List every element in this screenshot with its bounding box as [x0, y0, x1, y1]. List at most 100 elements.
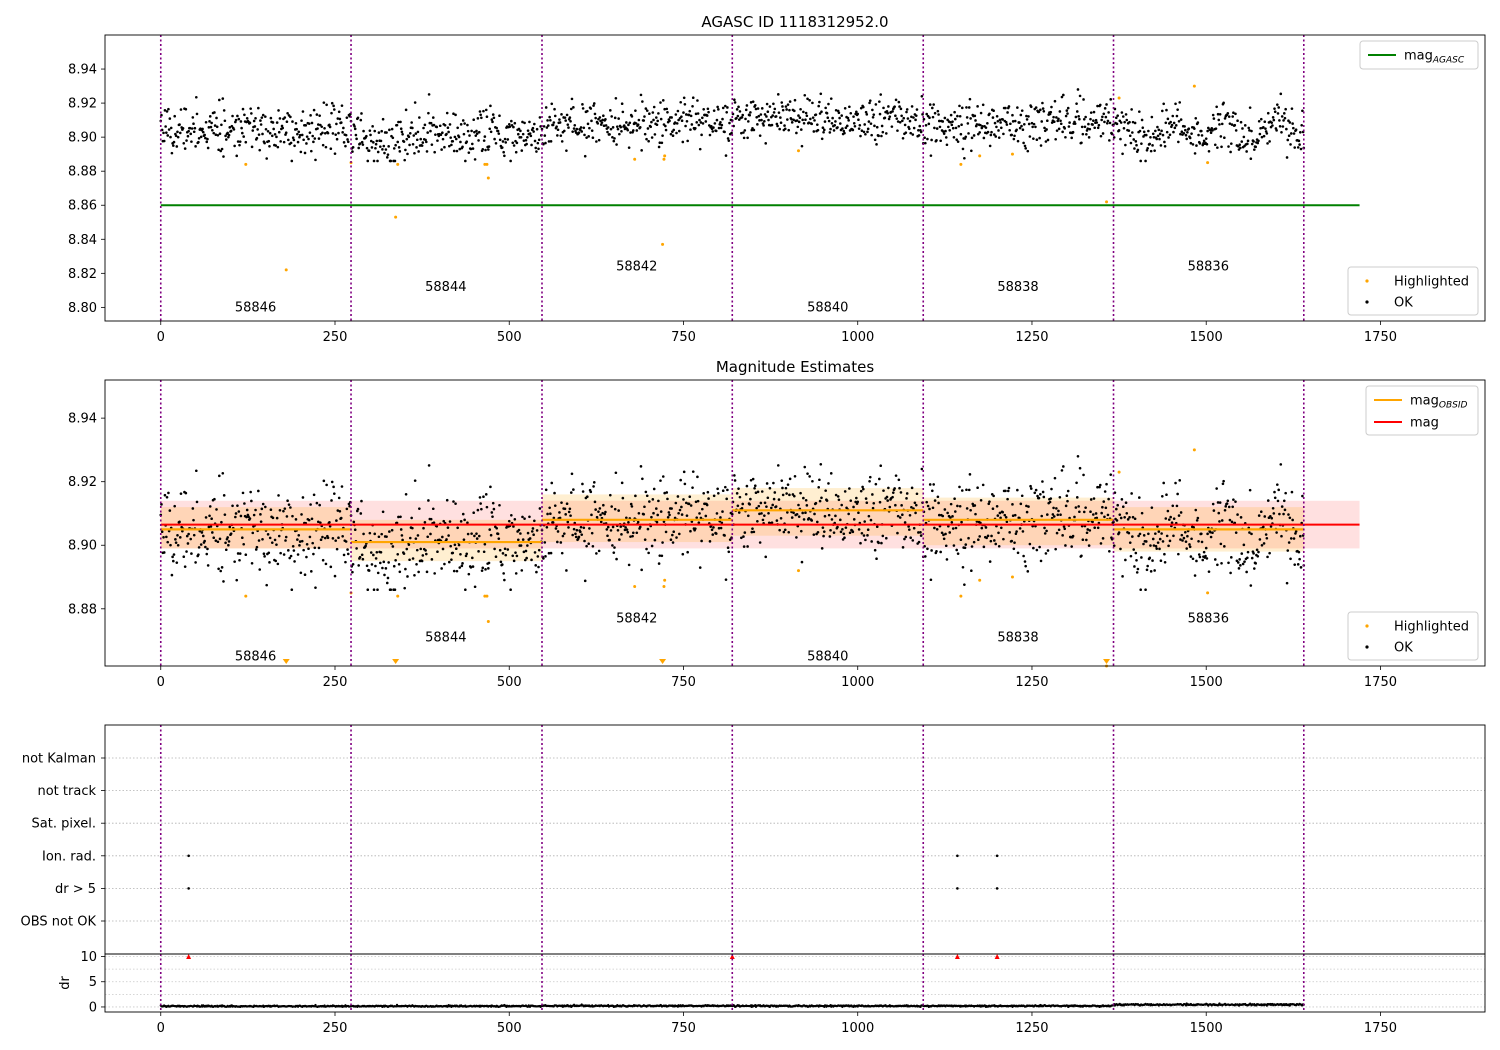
ok-point — [420, 144, 424, 147]
ok-point — [966, 122, 970, 125]
ok-point — [227, 133, 231, 137]
ok-point — [1263, 515, 1267, 518]
ok-point — [310, 121, 314, 125]
ok-point — [1076, 454, 1080, 458]
ok-point — [528, 515, 531, 519]
ok-point — [799, 107, 802, 111]
ok-point — [613, 507, 617, 511]
ok-point — [817, 485, 820, 489]
ok-point — [341, 534, 344, 538]
ok-point — [887, 105, 890, 108]
ok-point — [891, 491, 895, 494]
ok-point — [548, 506, 551, 510]
ok-point — [1005, 123, 1009, 126]
ok-point — [257, 133, 261, 136]
ok-point — [193, 126, 197, 130]
ok-point — [989, 133, 993, 137]
obsid-mag-band — [732, 488, 924, 536]
ok-point — [963, 583, 966, 586]
ok-point — [385, 581, 389, 585]
ok-point — [772, 481, 775, 485]
ok-point — [1263, 120, 1267, 124]
ok-point — [864, 110, 868, 114]
ok-point — [189, 132, 193, 136]
ok-point — [160, 113, 163, 117]
ok-point — [512, 559, 516, 563]
ok-point — [839, 122, 842, 125]
ok-point — [1158, 132, 1162, 136]
ok-point — [684, 124, 687, 128]
ok-point — [880, 134, 883, 138]
ok-point — [282, 553, 286, 556]
ok-point — [367, 569, 371, 572]
ok-point — [427, 464, 431, 467]
ok-point — [294, 121, 298, 125]
ok-point — [834, 514, 837, 518]
ok-point — [405, 137, 409, 141]
ok-point — [296, 140, 300, 144]
ok-point — [1239, 146, 1242, 150]
ok-point — [702, 107, 705, 111]
ok-point — [597, 138, 601, 142]
ok-point — [860, 129, 864, 133]
legend-label: OK — [1394, 296, 1413, 311]
ok-point — [810, 519, 814, 522]
ok-point — [822, 530, 826, 533]
ok-point — [1071, 130, 1075, 134]
ok-point — [413, 479, 417, 482]
ok-point — [583, 539, 586, 543]
ok-point — [721, 106, 725, 110]
ok-point — [183, 565, 187, 568]
ok-point — [1156, 125, 1159, 129]
ok-point — [1227, 505, 1231, 509]
ok-point — [1026, 570, 1030, 573]
ok-point — [634, 494, 637, 498]
ok-point — [466, 521, 469, 524]
ok-point — [1248, 488, 1252, 492]
ok-point — [928, 116, 931, 120]
obsid-mag-band — [160, 507, 352, 549]
ok-point — [512, 125, 515, 129]
ok-point — [793, 494, 796, 498]
ok-point — [333, 492, 336, 495]
ok-point — [1131, 515, 1135, 519]
ok-point — [1020, 109, 1024, 112]
ok-point — [1167, 518, 1171, 521]
ok-point — [1177, 119, 1181, 123]
ok-point — [997, 544, 1001, 548]
ok-point — [648, 112, 651, 116]
ok-point — [719, 120, 722, 124]
ok-point — [1024, 147, 1027, 150]
ok-point — [687, 502, 691, 506]
ok-point — [1016, 551, 1020, 555]
ok-point — [979, 123, 982, 127]
ok-point — [1214, 127, 1218, 130]
ok-point — [1064, 135, 1067, 139]
ok-point — [1194, 508, 1198, 512]
ok-point — [1004, 515, 1008, 519]
ok-point — [1266, 499, 1270, 502]
ok-point — [1191, 557, 1195, 561]
ok-point — [335, 547, 339, 551]
ok-point — [1076, 88, 1080, 91]
ok-point — [825, 499, 829, 502]
ok-point — [1009, 122, 1012, 126]
ok-point — [820, 110, 823, 114]
ok-point — [413, 573, 416, 577]
ok-point — [332, 485, 335, 489]
ok-point — [259, 513, 262, 516]
ok-point — [714, 532, 718, 535]
ok-point — [425, 150, 429, 153]
ok-point — [560, 551, 564, 555]
ok-point — [585, 136, 588, 139]
ok-point — [763, 113, 767, 116]
ok-point — [1209, 128, 1212, 132]
highlighted-point — [663, 154, 667, 158]
ok-point — [535, 529, 539, 532]
ok-point — [549, 118, 552, 122]
ok-point — [1054, 547, 1057, 551]
ok-point — [1276, 499, 1280, 503]
ok-point — [342, 141, 346, 144]
ok-point — [413, 101, 417, 104]
ok-point — [629, 502, 633, 506]
